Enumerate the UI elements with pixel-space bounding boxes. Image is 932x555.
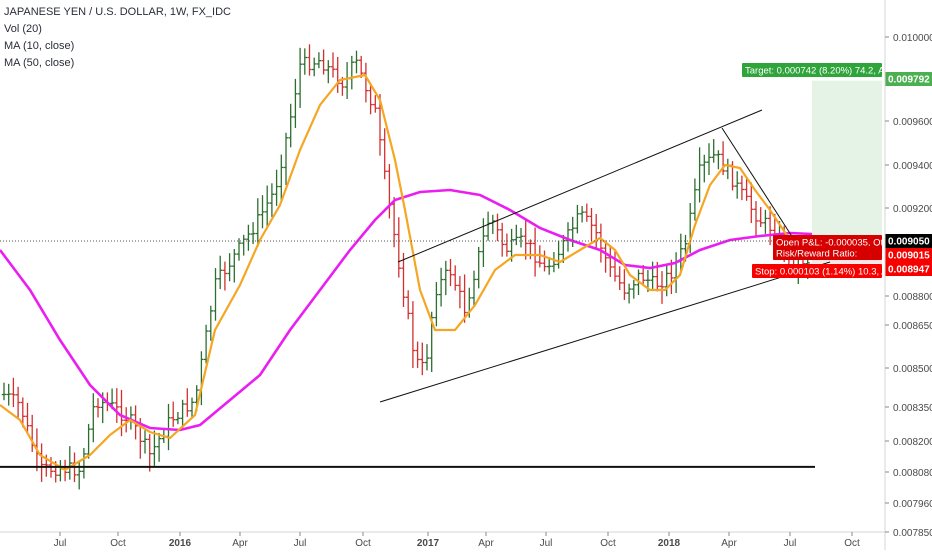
price-axis-label: 0.008650 xyxy=(893,321,932,332)
legend-ma10[interactable]: MA (10, close) xyxy=(4,40,75,52)
wedge-line[interactable] xyxy=(721,127,794,239)
price-axis-marker xyxy=(885,72,932,86)
time-axis-label: Apr xyxy=(721,538,737,549)
time-axis-label: Oct xyxy=(844,538,860,549)
price-axis-label: 0.007850 xyxy=(893,528,932,539)
price-axis-label: 0.010000 xyxy=(893,33,932,44)
time-axis-label: 2018 xyxy=(658,538,681,549)
price-axis-marker-label: 0.009792 xyxy=(888,75,930,86)
channel-upper-line[interactable] xyxy=(397,109,763,263)
ma10-line[interactable] xyxy=(0,73,791,472)
price-axis-label: 0.008350 xyxy=(893,403,932,414)
risk-reward-label[interactable]: Risk/Reward Ratio: xyxy=(776,249,857,260)
time-axis-label: 2017 xyxy=(417,538,440,549)
time-axis-label: Oct xyxy=(110,538,126,549)
price-axis-marker xyxy=(885,248,932,262)
price-axis-marker xyxy=(885,262,932,276)
time-axis-label: Apr xyxy=(478,538,494,549)
price-axis-marker-label: 0.009015 xyxy=(888,251,930,262)
time-axis-label: Apr xyxy=(232,538,248,549)
time-axis-label: Jul xyxy=(784,538,797,549)
open-pnl-label[interactable]: Open P&L: -0.000035, Qty: xyxy=(776,238,891,249)
stop-label-box[interactable] xyxy=(752,264,882,278)
price-axis-label: 0.008500 xyxy=(893,364,932,375)
price-axis-marker-label: 0.008947 xyxy=(888,265,930,276)
price-axis-label: 0.008800 xyxy=(893,292,932,303)
target-label[interactable]: Target: 0.000742 (8.20%) 74.2, Ar xyxy=(745,66,888,77)
legend-ma50[interactable]: MA (50, close) xyxy=(4,57,75,69)
price-axis-label: 0.008080 xyxy=(893,468,932,479)
time-axis-label: Jul xyxy=(54,538,67,549)
time-axis-label: Oct xyxy=(600,538,616,549)
stop-label[interactable]: Stop: 0.000103 (1.14%) 10.3, Ar xyxy=(755,267,891,278)
legend-symbol-title: JAPANESE YEN / U.S. DOLLAR, 1W, FX_IDC xyxy=(4,6,231,18)
open-pnl-label-box[interactable] xyxy=(773,235,882,249)
time-axis-label: 2016 xyxy=(169,538,192,549)
price-axis-marker xyxy=(885,234,932,248)
price-axis-marker-label: 0.009050 xyxy=(888,237,930,248)
time-axis-label: Jul xyxy=(294,538,307,549)
time-axis-label: Oct xyxy=(355,538,371,549)
ma50-line[interactable] xyxy=(0,188,813,432)
price-axis-label: 0.009200 xyxy=(893,204,932,215)
target-label-box[interactable] xyxy=(742,63,882,77)
price-axis-label: 0.009400 xyxy=(893,161,932,172)
price-axis-label: 0.009600 xyxy=(893,117,932,128)
channel-lower-line[interactable] xyxy=(379,261,831,403)
target-zone[interactable] xyxy=(812,80,882,242)
chart-legend: JAPANESE YEN / U.S. DOLLAR, 1W, FX_IDC V… xyxy=(4,4,231,72)
price-axis-label: 0.007960 xyxy=(893,499,932,510)
legend-volume[interactable]: Vol (20) xyxy=(4,23,42,35)
time-axis-label: Jul xyxy=(540,538,553,549)
risk-reward-label-box[interactable] xyxy=(773,246,882,260)
price-axis-label: 0.008200 xyxy=(893,437,932,448)
